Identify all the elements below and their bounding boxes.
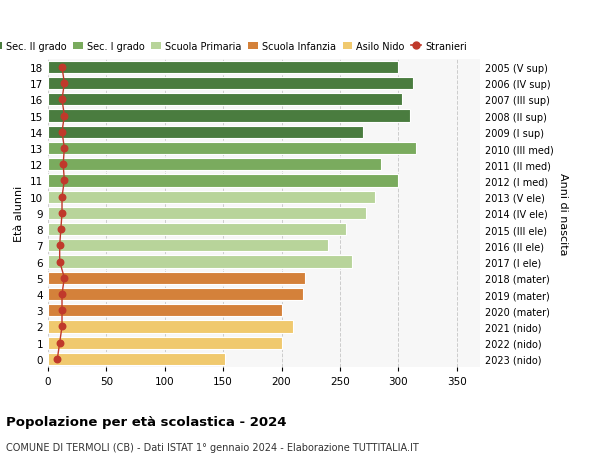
Bar (48, 224, 346, 235)
Point (57, 96, 67, 104)
Point (57, 307, 67, 314)
Point (53, 355, 62, 363)
Point (59, 177, 69, 185)
Point (57, 323, 67, 330)
Point (55, 258, 64, 266)
Bar (48, 304, 281, 317)
Bar (48, 240, 328, 252)
Y-axis label: Età alunni: Età alunni (14, 185, 25, 241)
Bar (48, 288, 302, 301)
Point (56, 226, 65, 233)
Point (59, 112, 69, 120)
Bar (48, 78, 413, 90)
Bar (48, 126, 363, 139)
Bar (48, 94, 402, 106)
Point (57, 291, 67, 298)
Point (57, 64, 67, 72)
Point (58, 161, 68, 168)
Text: Popolazione per età scolastica - 2024: Popolazione per età scolastica - 2024 (6, 415, 287, 428)
Bar (48, 207, 365, 219)
Point (57, 194, 67, 201)
Bar (48, 353, 226, 365)
Bar (48, 337, 281, 349)
Bar (48, 62, 398, 74)
Point (59, 80, 69, 88)
Bar (48, 110, 410, 123)
Y-axis label: Anni di nascita: Anni di nascita (557, 172, 568, 255)
Point (57, 129, 67, 136)
Bar (48, 191, 375, 203)
Bar (48, 143, 416, 155)
Bar (48, 272, 305, 284)
Bar (48, 175, 398, 187)
Text: COMUNE DI TERMOLI (CB) - Dati ISTAT 1° gennaio 2024 - Elaborazione TUTTITALIA.IT: COMUNE DI TERMOLI (CB) - Dati ISTAT 1° g… (6, 442, 419, 452)
Point (55, 242, 64, 250)
Bar (48, 321, 293, 333)
Point (55, 339, 64, 347)
Bar (48, 159, 381, 171)
Point (59, 274, 69, 282)
Point (57, 210, 67, 217)
Legend: Sec. II grado, Sec. I grado, Scuola Primaria, Scuola Infanzia, Asilo Nido, Stran: Sec. II grado, Sec. I grado, Scuola Prim… (0, 42, 467, 52)
Bar (48, 256, 352, 268)
Point (59, 145, 69, 152)
